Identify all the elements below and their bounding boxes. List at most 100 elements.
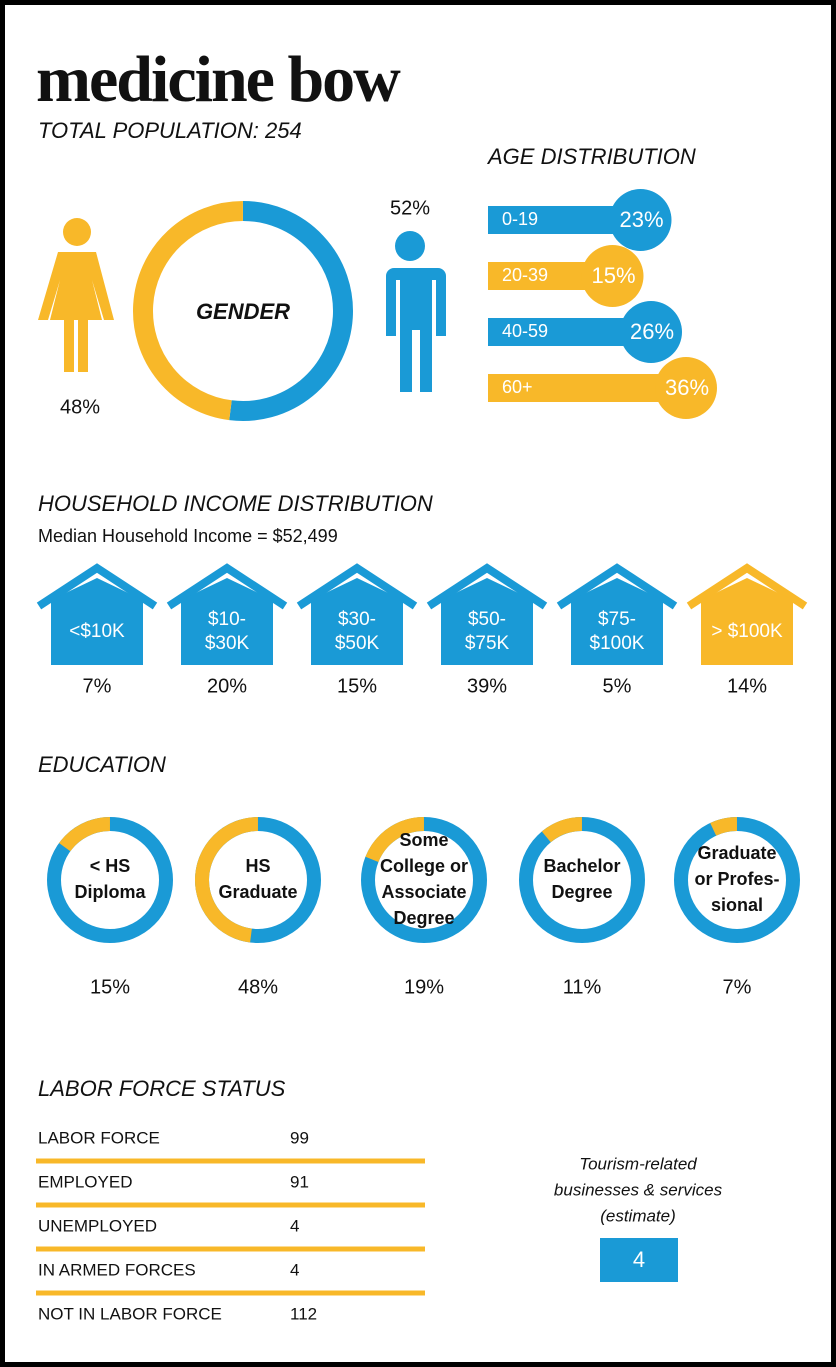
labor-value: 4 [290, 1216, 299, 1235]
house [51, 578, 143, 665]
gender-label: GENDER [196, 299, 290, 324]
house [311, 578, 403, 665]
house-label: $10- [208, 609, 246, 630]
tourism-value: 4 [633, 1247, 645, 1272]
house-label: $30- [338, 609, 376, 630]
tourism-text: Tourism-related [579, 1154, 697, 1173]
labor-title: LABOR FORCE STATUS [38, 1076, 286, 1101]
age-name: 60+ [502, 377, 533, 397]
education-ring [519, 817, 645, 943]
income-title: HOUSEHOLD INCOME DISTRIBUTION [38, 491, 433, 516]
title: medicine bow [36, 43, 401, 116]
labor-value: 91 [290, 1172, 309, 1191]
income-label: 15% [337, 675, 377, 697]
age-label: 15% [591, 263, 635, 288]
education-label: 15% [90, 976, 130, 998]
age-label: 26% [630, 319, 674, 344]
population-value: 254 [264, 118, 302, 143]
education-name: or Profes- [694, 869, 779, 889]
labor-name: LABOR FORCE [38, 1128, 160, 1147]
education-name: Associate [381, 882, 466, 902]
labor-name: UNEMPLOYED [38, 1216, 157, 1235]
education-label: 11% [563, 976, 602, 998]
education-name: Bachelor [543, 856, 620, 876]
house [181, 578, 273, 665]
house-roof [166, 563, 288, 610]
population-label: TOTAL POPULATION: [38, 118, 259, 143]
age-bar [488, 374, 686, 402]
gender-male-arc [229, 201, 353, 421]
income-label: 7% [83, 675, 112, 697]
population: TOTAL POPULATION: 254 [38, 118, 302, 143]
education-ring [361, 817, 487, 943]
education-arc [365, 817, 425, 863]
male-icon [382, 231, 446, 392]
income-label: 39% [467, 675, 507, 697]
house-label: $50- [468, 609, 506, 630]
house-label: $75K [465, 633, 510, 654]
age-label: 23% [619, 207, 663, 232]
house-roof [556, 563, 678, 610]
education-name: Some [399, 830, 448, 850]
age-circle [655, 357, 717, 419]
house-label: > $100K [711, 621, 783, 642]
female-label: 48% [60, 396, 100, 418]
house-roof [296, 563, 418, 610]
age-name: 0-19 [502, 209, 538, 229]
age-circle [620, 301, 682, 363]
house-roof [426, 563, 548, 610]
education-ring [47, 817, 173, 943]
age-label: 36% [665, 375, 709, 400]
labor-value: 99 [290, 1128, 309, 1147]
education-name: Graduate [218, 882, 297, 902]
tourism-text: (estimate) [600, 1206, 676, 1225]
income-label: 5% [603, 675, 632, 697]
tourism-text: businesses & services [554, 1180, 723, 1199]
income-label: 14% [727, 675, 767, 697]
education-name: Degree [393, 908, 454, 928]
age-title: AGE DISTRIBUTION [486, 144, 696, 169]
education-name: Degree [551, 882, 612, 902]
house-label: <$10K [69, 621, 125, 642]
female-icon [38, 218, 114, 372]
labor-value: 4 [290, 1260, 299, 1279]
gender-female-arc [133, 201, 244, 421]
education-arc [59, 817, 111, 852]
income-subtitle: Median Household Income = $52,499 [38, 526, 338, 546]
education-ring [674, 817, 800, 943]
education-arc [710, 817, 738, 836]
education-arc [195, 817, 259, 943]
education-label: 7% [723, 976, 752, 998]
age-circle [581, 245, 644, 307]
house-label: $50K [335, 633, 380, 654]
house [701, 578, 793, 665]
house [441, 578, 533, 665]
education-title: EDUCATION [38, 752, 166, 777]
house-label: $30K [205, 633, 250, 654]
house-label: $75- [598, 609, 636, 630]
labor-value: 112 [290, 1304, 317, 1323]
education-name: < HS [90, 856, 131, 876]
labor-name: EMPLOYED [38, 1172, 132, 1191]
education-arc [541, 817, 583, 843]
age-name: 20-39 [502, 265, 548, 285]
education-name: Diploma [74, 882, 146, 902]
male-label: 52% [390, 197, 430, 219]
education-name: College or [380, 856, 468, 876]
house-roof [36, 563, 158, 610]
tourism-box [600, 1238, 678, 1282]
age-name: 40-59 [502, 321, 548, 341]
education-name: HS [245, 856, 270, 876]
income-label: 20% [207, 675, 247, 697]
house-label: $100K [590, 633, 645, 654]
education-name: sional [711, 895, 763, 915]
house-roof [686, 563, 808, 610]
education-name: Graduate [697, 843, 776, 863]
labor-name: NOT IN LABOR FORCE [38, 1304, 222, 1323]
age-circle [609, 189, 672, 251]
house [571, 578, 663, 665]
education-label: 48% [238, 976, 278, 998]
education-label: 19% [404, 976, 444, 998]
